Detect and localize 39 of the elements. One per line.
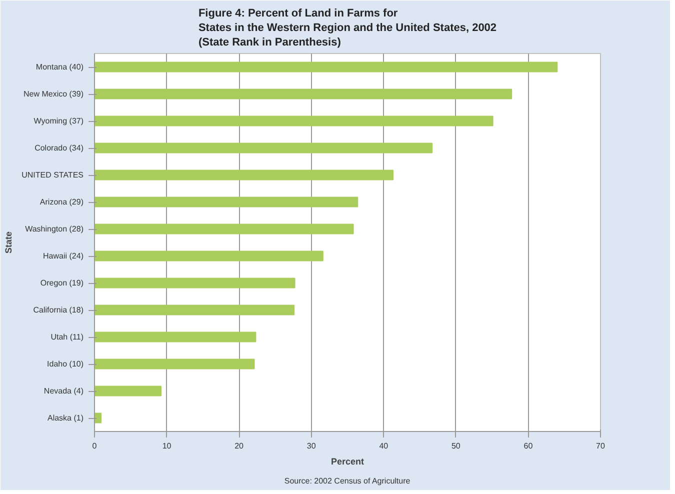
bar <box>94 116 494 126</box>
x-tick-label: 70 <box>596 442 606 450</box>
bar <box>94 250 324 262</box>
y-tick-label: California (18) <box>33 306 84 314</box>
x-tick-label: 20 <box>234 442 244 450</box>
bar <box>94 332 256 342</box>
y-tick-label: Nevada (4) <box>44 386 84 396</box>
y-axis-title: State <box>4 231 14 254</box>
y-tick-label: Alaska (1) <box>47 414 84 422</box>
x-tick-label: 60 <box>524 442 534 450</box>
y-tick-label: New Mexico (39) <box>23 90 84 98</box>
y-tick-label: Hawaii (24) <box>43 252 84 260</box>
y-tick-label: Utah (11) <box>50 332 84 342</box>
bar <box>94 196 358 208</box>
bar <box>94 142 433 154</box>
bar <box>94 304 295 316</box>
bar <box>94 88 512 100</box>
y-tick-label: Wyoming (37) <box>34 116 84 126</box>
x-tick-label: 50 <box>451 442 461 450</box>
bar <box>94 278 296 288</box>
chart-title: Figure 4: Percent of Land in Farms for States in the Western Region and the United States, 2002 (State Rank in Parenthesis) <box>198 8 497 48</box>
bar <box>94 224 354 234</box>
bar <box>94 358 255 370</box>
bar <box>94 386 162 396</box>
x-tick-label: 10 <box>162 442 172 450</box>
x-tick-label: 30 <box>306 442 316 450</box>
x-tick-label: 40 <box>379 442 389 450</box>
x-tick-label: 0 <box>92 442 98 450</box>
y-tick-label: Washington (28) <box>25 224 84 234</box>
y-tick-label: Colorado (34) <box>34 144 84 152</box>
y-tick-label: Montana (40) <box>36 62 84 72</box>
y-tick-label: UNITED STATES <box>22 170 84 180</box>
bar <box>94 62 558 72</box>
source-note: Source: 2002 Census of Agriculture <box>284 476 411 486</box>
y-tick-label: Arizona (29) <box>40 198 84 206</box>
x-axis-title: Percent <box>330 456 364 466</box>
y-tick-label: Oregon (19) <box>40 278 84 288</box>
bar <box>94 170 394 180</box>
y-tick-label: Idaho (10) <box>47 360 84 368</box>
